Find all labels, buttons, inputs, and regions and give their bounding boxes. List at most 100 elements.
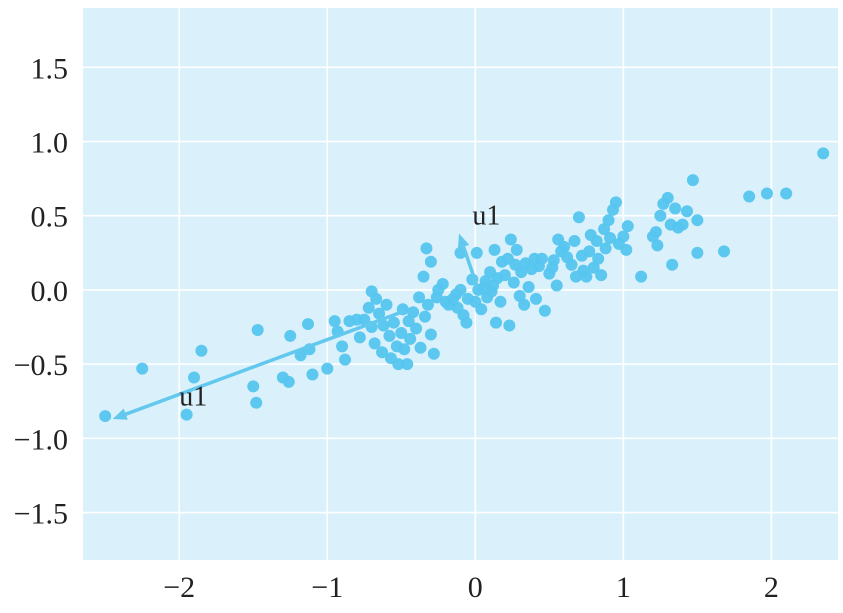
y-tick-label: 0.5 (31, 201, 69, 234)
data-point (651, 239, 664, 252)
data-point (522, 280, 535, 293)
data-point (387, 316, 400, 329)
data-point (498, 269, 511, 282)
data-point (681, 205, 693, 218)
x-tick-label: −1 (311, 571, 343, 604)
data-point (302, 318, 315, 331)
data-point (572, 211, 585, 224)
data-point (475, 303, 488, 316)
data-point (306, 368, 319, 381)
data-point (321, 362, 334, 375)
data-point (247, 380, 260, 393)
data-point (666, 258, 679, 271)
data-point (504, 233, 517, 246)
data-point (558, 240, 571, 253)
x-tick-label: 2 (764, 571, 779, 604)
data-point (402, 315, 415, 328)
data-point (380, 298, 393, 311)
y-tick-label: −0.5 (14, 349, 68, 382)
data-point (420, 242, 433, 255)
data-point (590, 234, 603, 247)
data-point (718, 245, 731, 258)
data-point (535, 252, 548, 265)
data-point (413, 291, 426, 304)
data-points (99, 147, 830, 423)
data-point (547, 254, 560, 267)
data-point (376, 346, 389, 359)
data-point (284, 329, 297, 342)
data-point (424, 255, 437, 268)
data-point (362, 301, 375, 314)
data-point (417, 270, 430, 283)
y-tick-label: 0.0 (31, 275, 69, 308)
data-point (188, 371, 201, 384)
data-point (530, 292, 542, 305)
data-point (421, 298, 434, 311)
arrow-shaft (123, 310, 404, 416)
data-point (424, 328, 437, 341)
data-point (136, 362, 149, 375)
data-point (490, 316, 503, 329)
data-point (395, 326, 408, 339)
data-point (515, 266, 528, 279)
y-tick-label: 1.5 (31, 52, 69, 85)
data-point (373, 307, 386, 320)
arrow-shaft (461, 245, 479, 288)
data-point (691, 214, 704, 227)
data-point (620, 243, 633, 256)
y-tick-label: −1.0 (14, 423, 68, 456)
data-point (550, 279, 563, 292)
data-point (609, 196, 622, 209)
data-point (817, 147, 830, 160)
data-point (460, 316, 473, 329)
data-point (251, 324, 264, 336)
data-point (686, 174, 699, 187)
data-point (565, 258, 578, 271)
data-point (470, 246, 483, 259)
data-point (195, 344, 208, 357)
data-point (635, 270, 648, 283)
data-point (621, 220, 634, 233)
data-point (595, 269, 608, 282)
data-point (599, 242, 612, 255)
data-point (654, 209, 667, 222)
data-point (604, 232, 617, 244)
data-point (407, 306, 420, 319)
annotation-label: u1 (472, 201, 500, 232)
data-point (538, 304, 551, 317)
y-tick-label: 1.0 (31, 127, 69, 160)
data-point (282, 375, 295, 388)
data-point (328, 315, 341, 328)
x-tick-label: −2 (163, 571, 195, 604)
data-point (339, 353, 352, 366)
data-point (592, 252, 605, 265)
data-point (743, 190, 756, 203)
x-tick-label: 1 (616, 571, 631, 604)
data-point (661, 191, 674, 204)
data-point (410, 322, 423, 335)
data-point (602, 214, 615, 227)
data-point (494, 295, 507, 308)
data-point (503, 319, 516, 332)
data-point (598, 223, 611, 236)
data-point (418, 310, 431, 323)
data-point (180, 408, 193, 421)
data-point (649, 226, 662, 239)
data-point (780, 187, 793, 200)
data-point (370, 292, 383, 305)
data-point (427, 347, 440, 360)
data-point (513, 289, 526, 302)
data-point (760, 187, 773, 200)
annotation-label: u1 (179, 382, 207, 413)
arrow-head (112, 408, 128, 420)
data-point (691, 246, 704, 259)
data-point (518, 298, 531, 311)
x-tick-label: 0 (468, 571, 483, 604)
data-point (358, 313, 371, 326)
data-point (404, 332, 417, 345)
data-point (583, 245, 596, 258)
data-point (392, 358, 405, 371)
data-point (353, 331, 366, 344)
data-point (436, 278, 449, 290)
